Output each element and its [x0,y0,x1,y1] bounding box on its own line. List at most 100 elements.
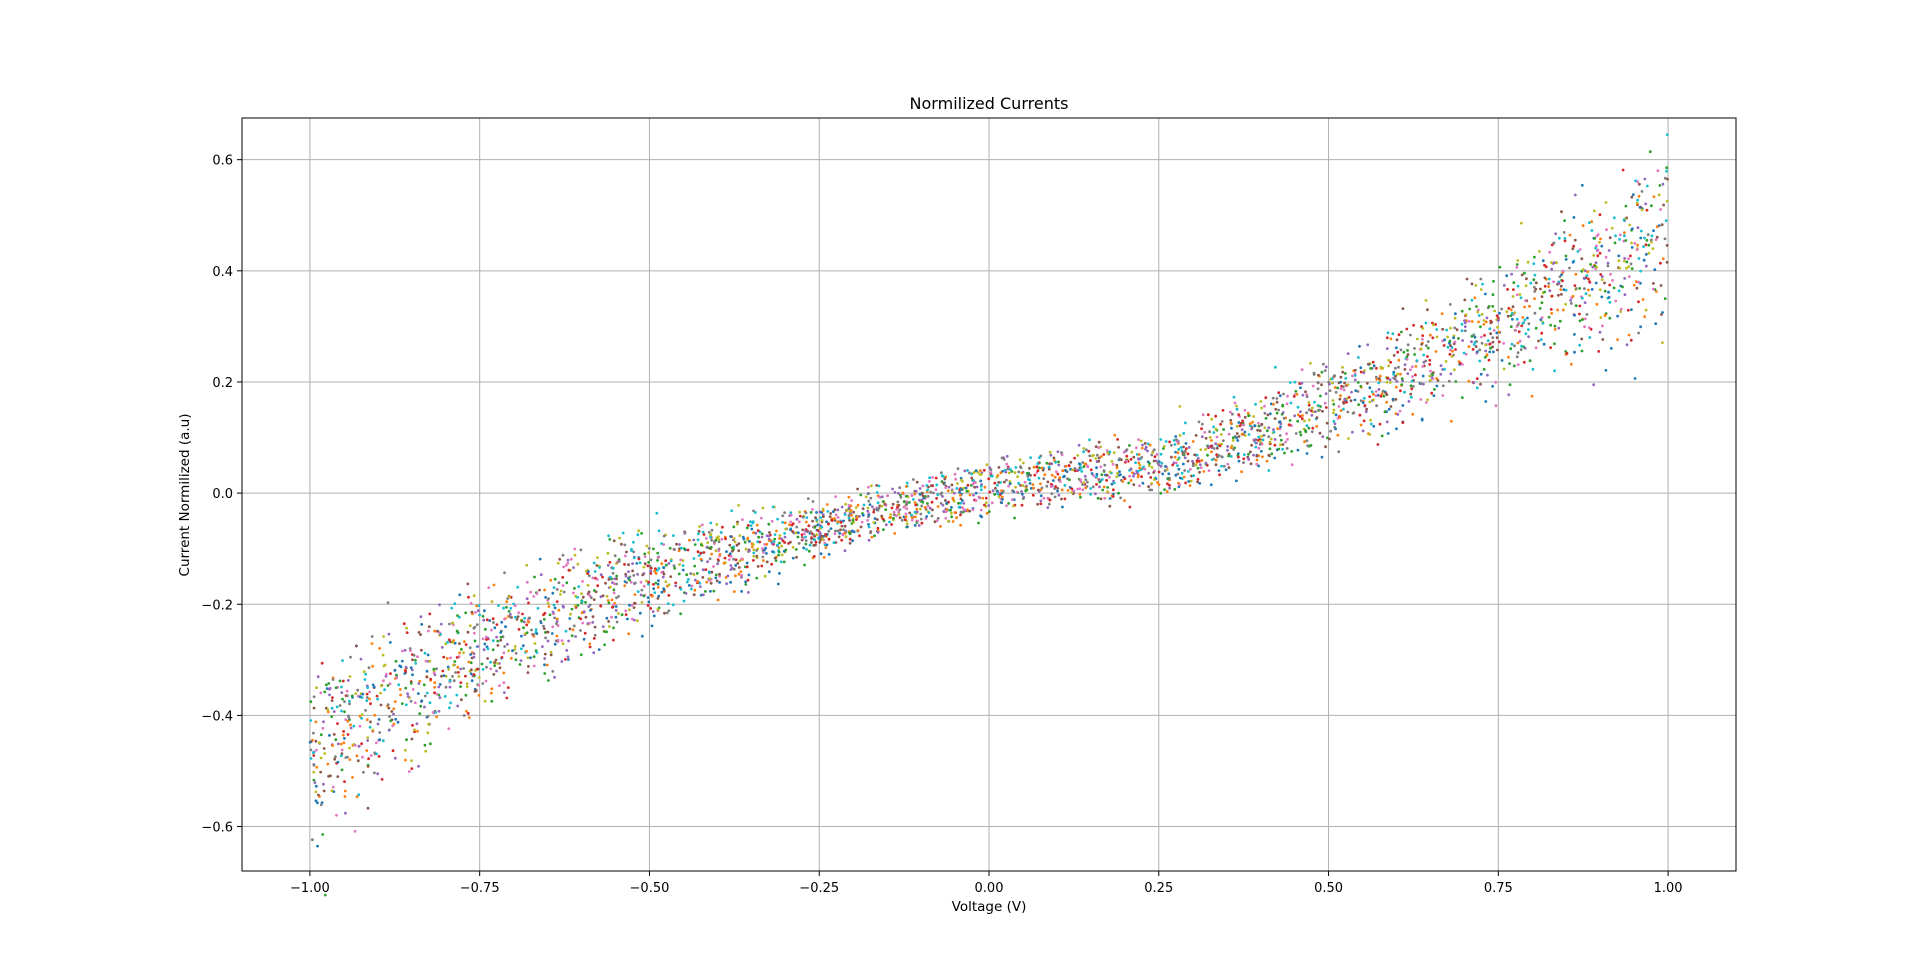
y-tick-label: −0.6 [201,821,233,836]
data-point [534,628,538,631]
data-point [1406,372,1410,375]
data-point [1247,452,1250,456]
data-point [657,579,660,583]
data-point [433,629,436,633]
x-tick-label: −0.50 [630,881,670,896]
data-point [1054,485,1057,488]
data-point [905,507,909,511]
data-point [472,626,476,630]
data-point [1468,307,1472,311]
data-point [457,615,461,619]
data-point [1387,364,1390,368]
data-point [473,639,477,643]
data-point [1168,483,1171,487]
data-point [1370,390,1374,394]
data-point [1247,433,1251,436]
data-point [1571,260,1575,264]
data-point [360,716,363,720]
data-point [1036,462,1040,465]
data-point [800,533,804,536]
data-point [525,597,529,601]
data-point [1627,265,1631,269]
data-point [764,546,768,550]
data-point [1558,319,1562,323]
data-point [1487,358,1491,362]
data-point [962,501,966,505]
data-point [378,731,382,734]
data-point [1080,470,1084,473]
data-point [341,697,344,701]
data-point [804,539,808,542]
data-point [985,511,989,515]
data-point [652,547,655,551]
data-point [605,630,608,634]
data-point [1394,366,1397,370]
data-point [698,525,701,528]
data-point [1261,438,1265,442]
data-point [395,676,399,680]
data-point [1608,316,1612,320]
data-point [1264,396,1268,400]
data-point [418,712,422,716]
data-point [560,639,564,642]
data-point [1400,383,1404,386]
data-point [1435,335,1439,339]
data-point [995,475,999,479]
data-point [1174,438,1178,441]
data-point [1146,449,1149,453]
data-point [712,589,716,593]
data-point [340,685,343,689]
data-point [1095,472,1099,476]
data-point [1621,285,1624,289]
data-point [455,693,459,697]
data-point [568,627,572,631]
data-point [1392,370,1396,374]
data-point [1346,410,1350,414]
data-point [1099,497,1103,501]
data-point [732,525,736,529]
data-point [1550,267,1554,271]
data-point [1307,403,1311,407]
data-point [719,531,723,534]
data-point [399,693,402,697]
data-point [1559,284,1563,288]
data-point [908,511,912,515]
data-point [1018,458,1022,462]
data-point [1518,339,1522,343]
data-point [1177,485,1181,489]
data-point [483,642,487,646]
data-point [962,508,966,511]
data-point [397,683,401,687]
data-point [1395,385,1398,389]
data-point [1640,190,1644,193]
data-point [1321,409,1324,413]
data-point [687,578,690,581]
data-point [1053,495,1057,499]
data-point [394,717,398,721]
data-point [543,652,547,656]
data-point [1638,182,1641,186]
data-point [1553,369,1556,373]
data-point [627,570,630,573]
data-point [406,692,409,696]
data-point [940,474,944,477]
data-point [1069,467,1072,471]
data-point [1598,213,1602,217]
data-point [1186,459,1190,463]
data-point [647,560,650,564]
data-point [844,535,848,539]
data-point [556,561,560,565]
data-point [1467,320,1471,323]
data-point [309,700,313,704]
data-point [625,550,628,554]
data-point [1024,489,1028,493]
data-point [478,613,481,617]
data-point [656,559,659,562]
data-point [988,466,992,470]
data-point [1247,414,1250,417]
data-point [1625,260,1629,264]
data-point [1241,423,1245,427]
data-point [1399,348,1403,352]
data-point [926,504,930,508]
data-point [1554,232,1558,236]
